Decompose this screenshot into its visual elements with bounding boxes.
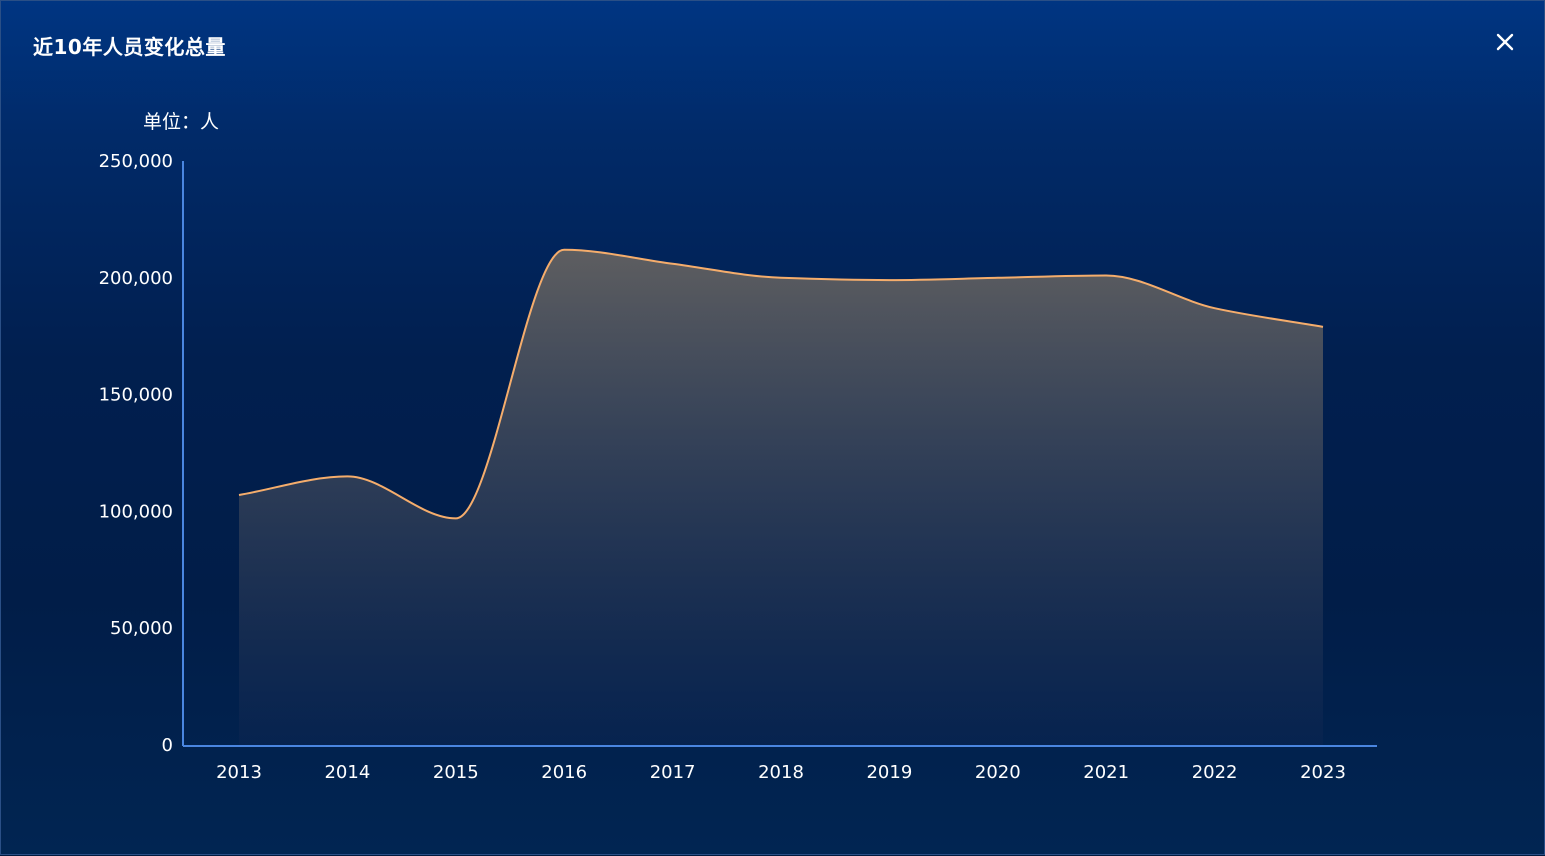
y-tick-label: 50,000 <box>110 618 173 639</box>
close-button[interactable] <box>1492 29 1518 55</box>
y-tick-label: 150,000 <box>99 385 173 406</box>
data-point-2013[interactable] <box>235 491 243 499</box>
x-tick-label: 2015 <box>433 762 479 783</box>
x-tick-label: 2016 <box>541 762 587 783</box>
data-point-2015[interactable] <box>452 514 460 522</box>
x-tick-label: 2013 <box>216 762 262 783</box>
modal-title: 近10年人员变化总量 <box>33 35 226 59</box>
unit-label: 单位：人 <box>143 111 220 133</box>
data-point-2014[interactable] <box>343 472 351 480</box>
y-tick-label: 250,000 <box>99 151 173 172</box>
data-point-2022[interactable] <box>1211 304 1219 312</box>
x-tick-label: 2014 <box>324 762 370 783</box>
x-tick-label: 2019 <box>866 762 912 783</box>
data-point-2020[interactable] <box>994 274 1002 282</box>
data-point-2016[interactable] <box>560 246 568 254</box>
data-point-2017[interactable] <box>669 260 677 268</box>
series-area <box>239 249 1323 746</box>
data-point-2023[interactable] <box>1319 323 1327 331</box>
x-tick-label: 2021 <box>1083 762 1129 783</box>
data-point-2019[interactable] <box>885 276 893 284</box>
y-tick-label: 100,000 <box>99 501 173 522</box>
y-tick-label: 0 <box>162 735 173 756</box>
close-icon <box>1496 33 1514 51</box>
x-tick-label: 2020 <box>975 762 1021 783</box>
data-point-2021[interactable] <box>1102 271 1110 279</box>
data-point-2018[interactable] <box>777 274 785 282</box>
x-tick-label: 2023 <box>1300 762 1346 783</box>
y-tick-label: 200,000 <box>99 268 173 289</box>
series-line <box>238 248 1324 520</box>
x-tick-label: 2022 <box>1192 762 1238 783</box>
x-tick-label: 2017 <box>650 762 696 783</box>
x-tick-label: 2018 <box>758 762 804 783</box>
